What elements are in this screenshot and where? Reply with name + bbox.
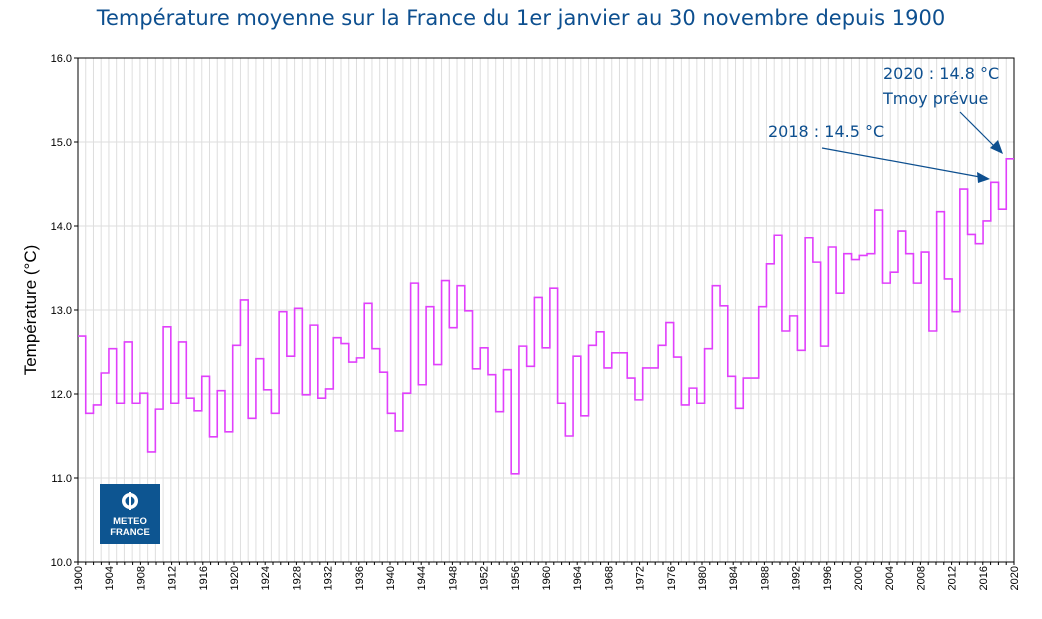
y-axis-label: Température (°C) [21, 245, 40, 376]
arrowhead-icon [990, 140, 1003, 154]
y-tick-label: 11.0 [51, 473, 72, 485]
x-tick-label: 1944 [416, 566, 428, 590]
x-tick-label: 1936 [354, 566, 366, 590]
x-tick-label: 2004 [884, 566, 896, 590]
y-tick-label: 14.0 [51, 221, 72, 233]
x-tick-label: 1932 [323, 566, 335, 590]
meteo-france-logo: METEO FRANCE [100, 484, 160, 544]
x-tick-label: 1968 [603, 566, 615, 590]
svg-text:FRANCE: FRANCE [110, 527, 150, 538]
x-tick-label: 1960 [541, 566, 553, 590]
x-tick-label: 2008 [915, 566, 927, 590]
x-tick-label: 2000 [853, 566, 865, 590]
x-tick-label: 1956 [510, 566, 522, 590]
x-tick-label: 1976 [666, 566, 678, 590]
chart-title: Température moyenne sur la France du 1er… [96, 6, 946, 30]
x-tick-label: 1984 [728, 566, 740, 590]
x-tick-label: 1920 [229, 566, 241, 590]
x-tick-label: 1980 [697, 566, 709, 590]
x-tick-label: 2012 [947, 566, 959, 590]
x-tick-label: 1908 [135, 566, 147, 590]
annotation-2018-arrow [821, 147, 981, 178]
x-tick-label: 2020 [1009, 566, 1021, 590]
y-tick-label: 15.0 [51, 137, 72, 149]
temperature-step-line [78, 158, 1014, 475]
x-tick-label: 1996 [822, 566, 834, 590]
x-tick-label: 1988 [759, 566, 771, 590]
x-tick-label: 1924 [260, 566, 272, 590]
y-tick-label: 13.0 [51, 305, 72, 317]
annotation-2020-label: 2020 : 14.8 °C [883, 64, 999, 83]
x-tick-label: 1952 [479, 566, 491, 590]
x-tick-label: 1940 [385, 566, 397, 590]
x-tick-label: 1948 [447, 566, 459, 590]
annotation-2018-label: 2018 : 14.5 °C [768, 122, 884, 141]
x-tick-label: 1928 [291, 566, 303, 590]
x-tick-label: 1916 [198, 566, 210, 590]
x-tick-label: 1992 [791, 566, 803, 590]
annotation-2018: 2018 : 14.5 °C [768, 122, 990, 183]
x-tick-label: 1972 [635, 566, 647, 590]
x-tick-label: 1912 [167, 566, 179, 590]
y-tick-label: 10.0 [51, 557, 72, 569]
annotation-2020-sublabel: Tmoy prévue [882, 89, 988, 108]
annotation-2020-arrow [959, 111, 995, 147]
x-tick-label: 1964 [572, 566, 584, 590]
svg-text:METEO: METEO [113, 516, 147, 527]
x-tick-label: 1900 [73, 566, 85, 590]
y-tick-label: 16.0 [51, 53, 72, 65]
arrowhead-icon [977, 172, 990, 183]
x-tick-label: 1904 [104, 566, 116, 590]
y-tick-label: 12.0 [51, 389, 72, 401]
x-tick-label: 2016 [978, 566, 990, 590]
annotation-2020: 2020 : 14.8 °C Tmoy prévue [882, 64, 1003, 154]
x-axis: 1900 1904 1908 1912 1916 1920 1924 1928 1932 1936… [73, 562, 1021, 590]
y-axis: 10.0 11.0 12.0 13.0 14.0 15.0 16.0 [51, 53, 78, 569]
